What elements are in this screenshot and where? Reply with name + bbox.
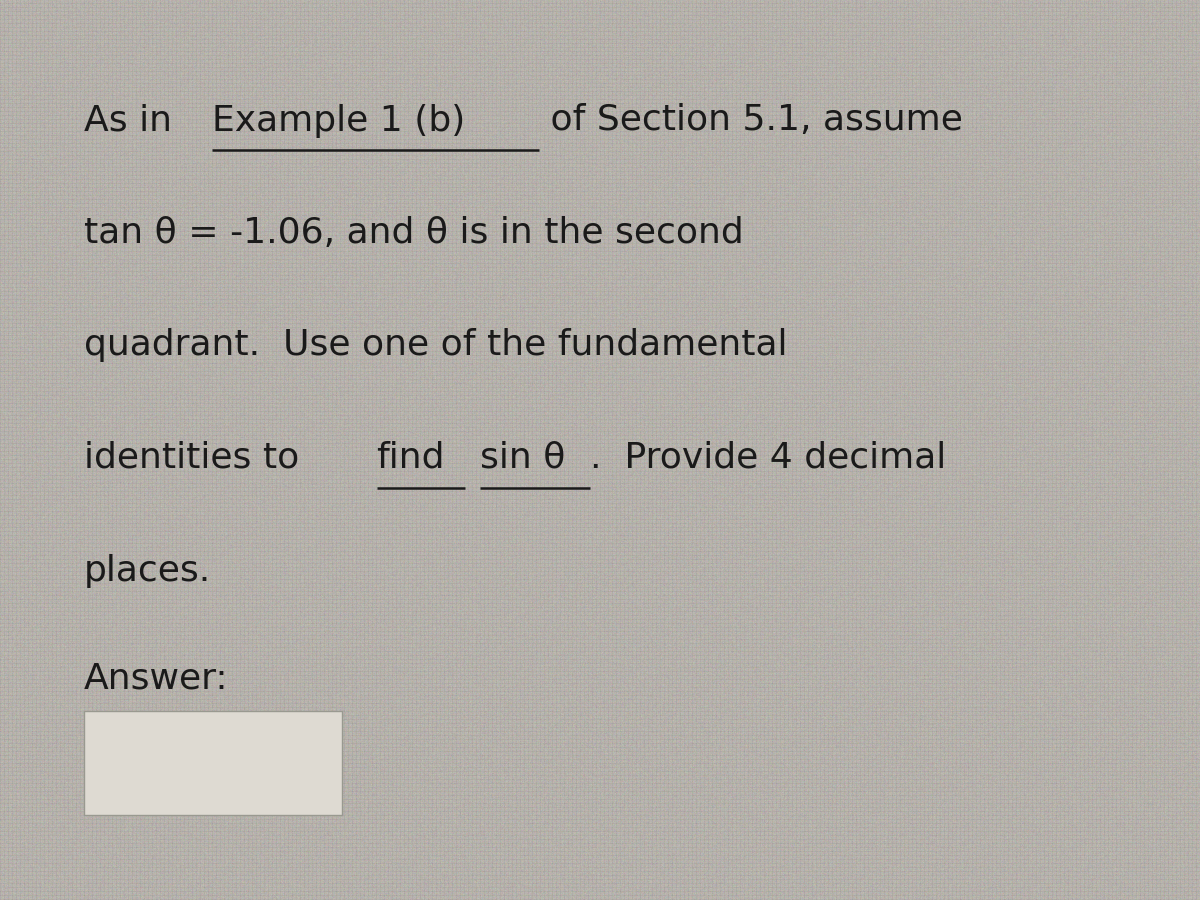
Text: identities to: identities to [84,441,311,475]
Text: of Section 5.1, assume: of Section 5.1, assume [539,104,964,138]
Text: .  Provide 4 decimal: . Provide 4 decimal [590,441,947,475]
Text: Answer:: Answer: [84,662,229,696]
Text: tan θ = -1.06, and θ is in the second: tan θ = -1.06, and θ is in the second [84,216,744,250]
Text: As in: As in [84,104,184,138]
Text: find: find [377,441,445,475]
Text: Example 1 (b): Example 1 (b) [212,104,466,138]
Text: places.: places. [84,554,211,588]
Text: quadrant.  Use one of the fundamental: quadrant. Use one of the fundamental [84,328,787,363]
Text: sin θ: sin θ [480,441,565,475]
FancyBboxPatch shape [84,711,342,814]
